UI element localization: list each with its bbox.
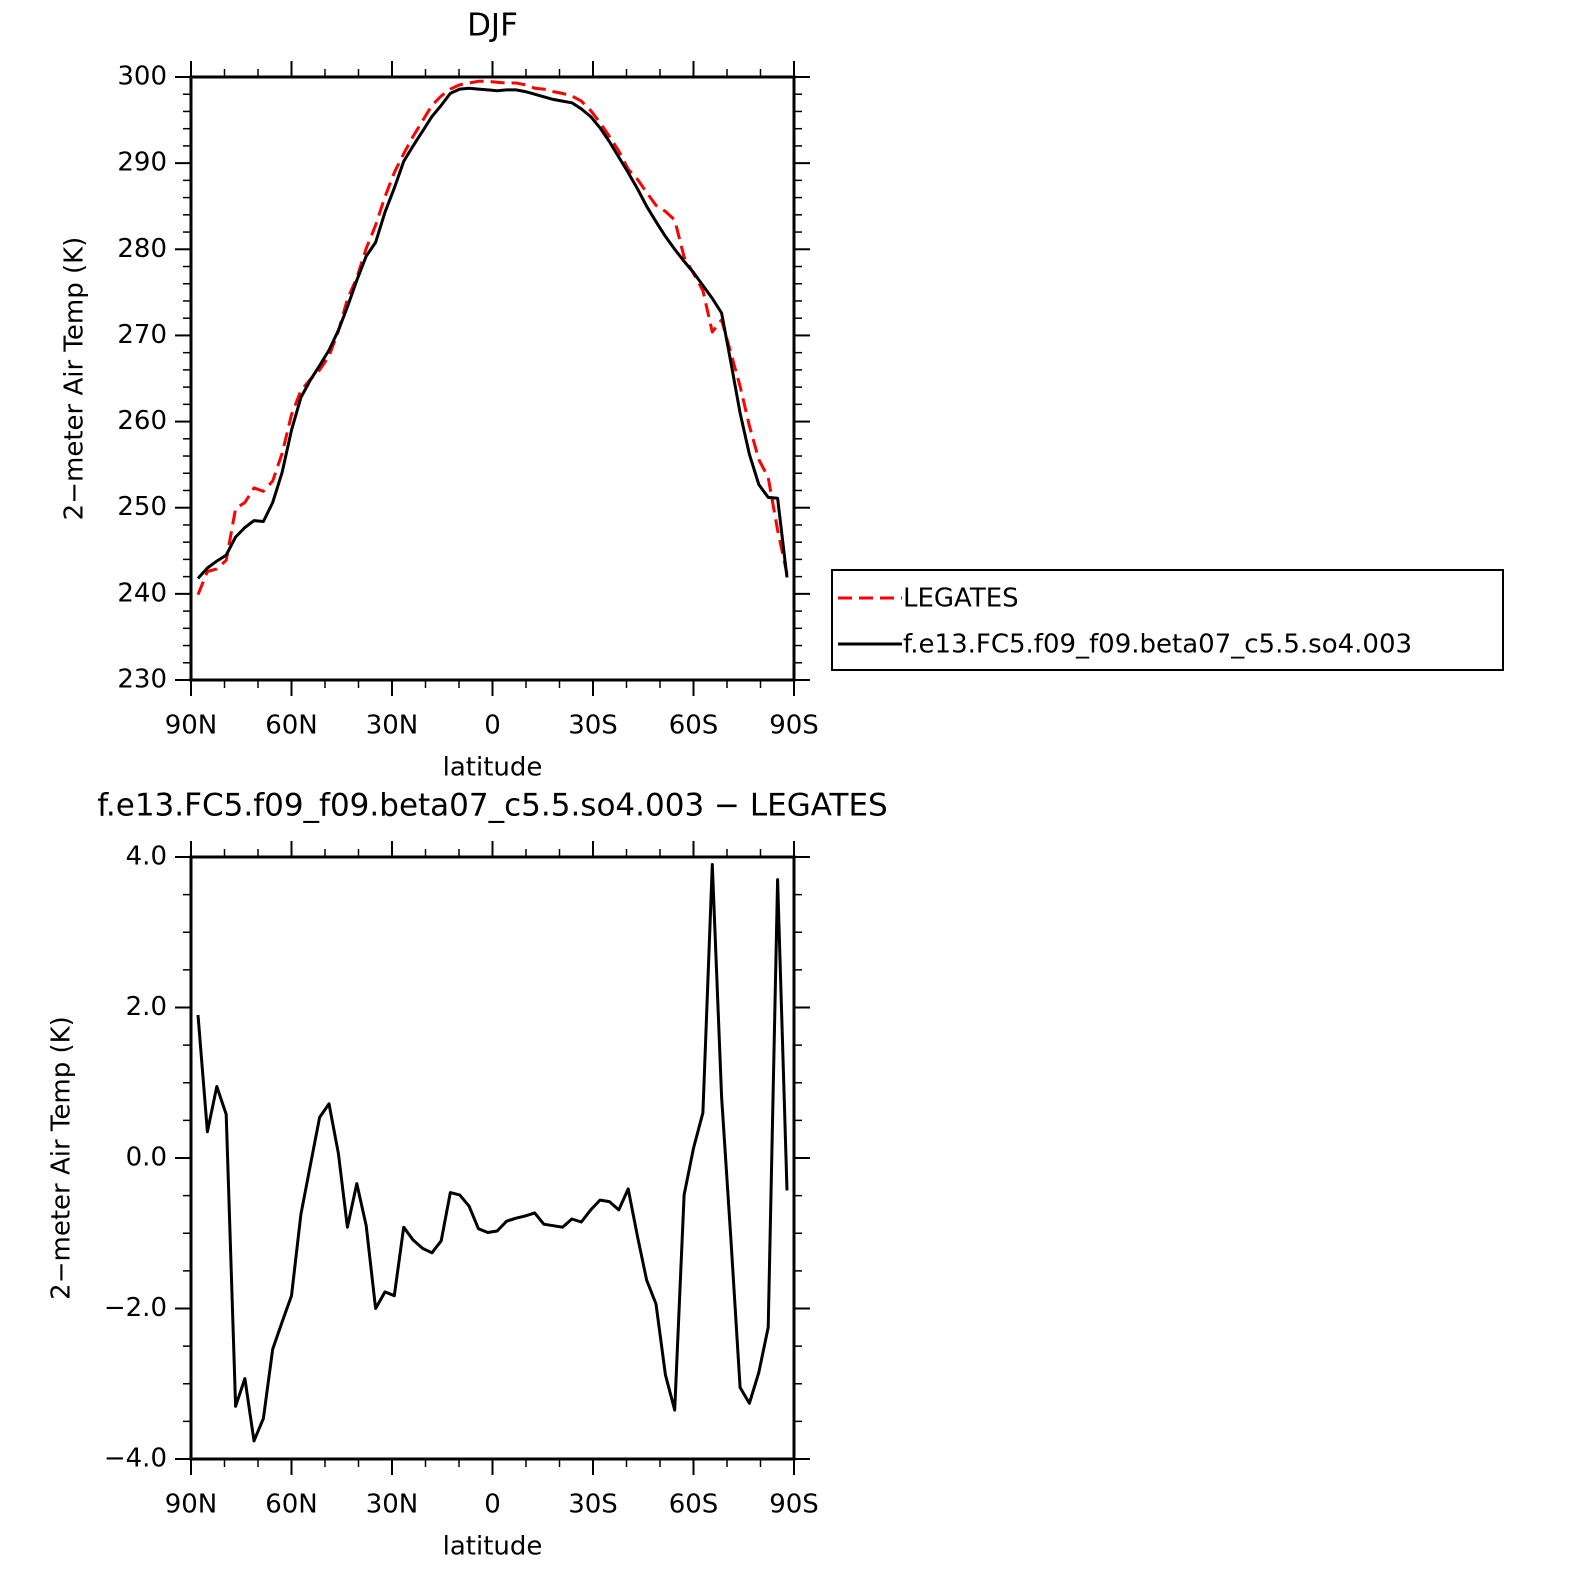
legend-box xyxy=(831,569,1504,671)
x-tick-label: 60S xyxy=(669,1490,719,1520)
plot-frame xyxy=(189,75,796,682)
y-tick-label: 230 xyxy=(117,665,167,695)
chart-title: f.e13.FC5.f09_f09.beta07_c5.5.so4.003 − … xyxy=(97,788,888,824)
plot-frame xyxy=(189,855,796,1461)
x-tick-label: 60N xyxy=(265,711,318,741)
data-line xyxy=(196,863,789,1443)
y-tick-label: 0.0 xyxy=(126,1143,167,1173)
y-tick-label: 260 xyxy=(117,406,167,436)
x-axis-label: latitude xyxy=(443,1532,543,1562)
series-line xyxy=(196,79,789,596)
y-tick-label: 2.0 xyxy=(126,992,167,1022)
y-axis-label: 2−meter Air Temp (K) xyxy=(47,1016,77,1300)
x-tick-label: 0 xyxy=(484,1490,501,1520)
legend-label: LEGATES xyxy=(903,584,1019,614)
y-tick-label: −2.0 xyxy=(104,1293,167,1323)
x-tick-label: 0 xyxy=(484,711,501,741)
y-tick-label: 290 xyxy=(117,148,167,178)
x-tick-label: 90N xyxy=(165,1490,218,1520)
x-tick-label: 60S xyxy=(669,711,719,741)
y-tick-label: 280 xyxy=(117,234,167,264)
y-tick-label: 270 xyxy=(117,320,167,350)
x-tick-label: 30N xyxy=(366,711,419,741)
x-tick-label: 60N xyxy=(265,1490,318,1520)
y-tick-label: 4.0 xyxy=(126,842,167,872)
x-tick-label: 30S xyxy=(568,711,618,741)
y-tick-label: 250 xyxy=(117,492,167,522)
y-tick-label: −4.0 xyxy=(104,1444,167,1474)
x-tick-label: 90S xyxy=(769,1490,819,1520)
y-tick-label: 240 xyxy=(117,578,167,608)
y-tick-label: 300 xyxy=(117,62,167,92)
x-axis-label: latitude xyxy=(443,753,543,783)
chart-title: DJF xyxy=(467,8,518,44)
x-tick-label: 30S xyxy=(568,1490,618,1520)
legend-label: f.e13.FC5.f09_f09.beta07_c5.5.so4.003 xyxy=(903,630,1412,660)
series-line xyxy=(196,86,789,580)
y-axis-label: 2−meter Air Temp (K) xyxy=(60,237,90,521)
x-tick-label: 90N xyxy=(165,711,218,741)
x-tick-label: 30N xyxy=(366,1490,419,1520)
x-tick-label: 90S xyxy=(769,711,819,741)
